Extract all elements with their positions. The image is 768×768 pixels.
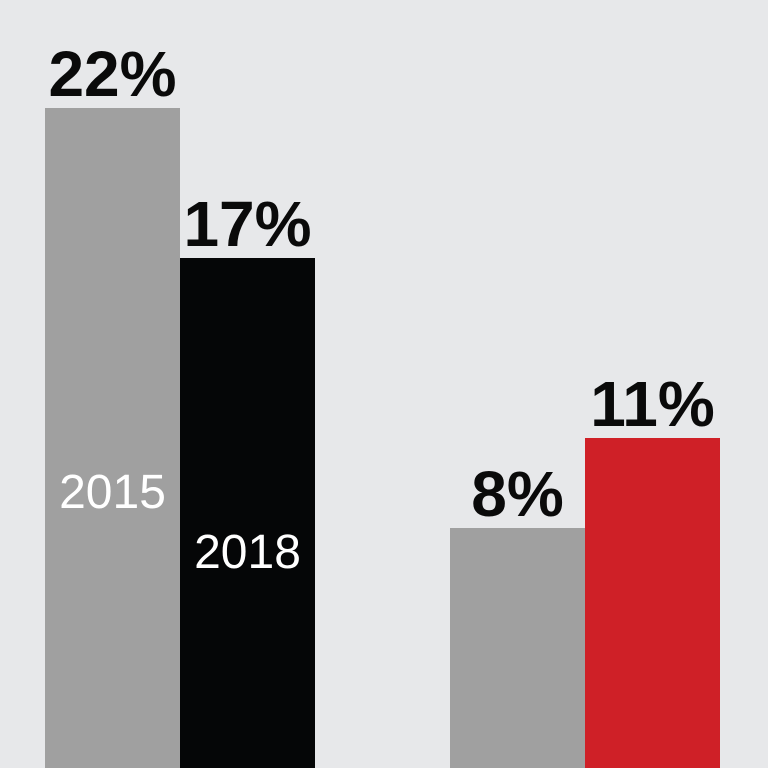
value-label-group2-2018: 11%: [590, 368, 715, 440]
bar-group2-2018: [585, 438, 720, 768]
value-label-group1-2018: 17%: [183, 188, 311, 260]
year-label-2015: 2015: [59, 466, 166, 519]
bar-group2-2015: [450, 528, 585, 768]
bar-group1-2018: [180, 258, 315, 768]
year-label-2018: 2018: [194, 526, 301, 579]
value-label-group2-2015: 8%: [471, 458, 564, 530]
bar-group1-2015: [45, 108, 180, 768]
value-label-group1-2015: 22%: [48, 38, 176, 110]
